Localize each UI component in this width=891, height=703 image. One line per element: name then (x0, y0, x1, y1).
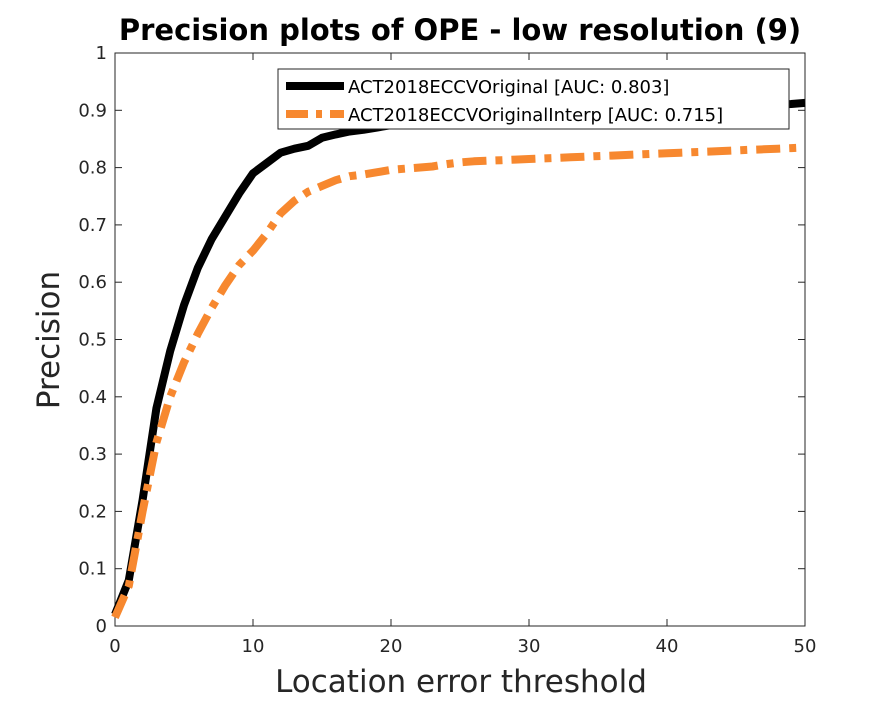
x-tick-label: 10 (242, 636, 265, 657)
y-tick-label: 0.5 (78, 330, 107, 351)
x-tick-label: 50 (794, 636, 817, 657)
legend-box (277, 68, 790, 130)
series-line-1 (111, 143, 806, 620)
legend-label-interp: ACT2018ECCVOriginalInterp [AUC: 0.715] (348, 105, 723, 126)
x-tick-label: 30 (518, 636, 541, 657)
y-tick-label: 0.7 (78, 215, 107, 236)
x-tick-label: 20 (380, 636, 403, 657)
legend: ACT2018ECCVOriginal [AUC: 0.803] ACT2018… (277, 68, 790, 130)
x-tick-label: 0 (109, 636, 120, 657)
y-tick-label: 0.3 (78, 444, 107, 465)
y-tick-label: 1 (96, 43, 107, 64)
tick-layer: 0 10 20 30 40 50 0 0.1 0.2 0.3 0.4 0.5 0.6 0.7 0.8 0.9 1 (78, 43, 816, 657)
plot-border (114, 52, 806, 627)
y-tick-label: 0.2 (78, 501, 107, 522)
y-tick-label: 0.8 (78, 158, 107, 179)
y-tick-label: 0.6 (78, 272, 107, 293)
y-tick-label: 0 (96, 616, 107, 637)
legend-label-original: ACT2018ECCVOriginal [AUC: 0.803] (348, 77, 669, 98)
y-axis-title: Precision (31, 271, 67, 409)
x-tick-label: 40 (656, 636, 679, 657)
y-tick-label: 0.1 (78, 559, 107, 580)
y-tick-label: 0.9 (78, 100, 107, 121)
y-tick-label: 0.4 (78, 387, 107, 408)
plot-area (114, 52, 806, 627)
x-axis-title: Location error threshold (275, 664, 647, 700)
chart-title: Precision plots of OPE - low resolution … (119, 13, 801, 47)
